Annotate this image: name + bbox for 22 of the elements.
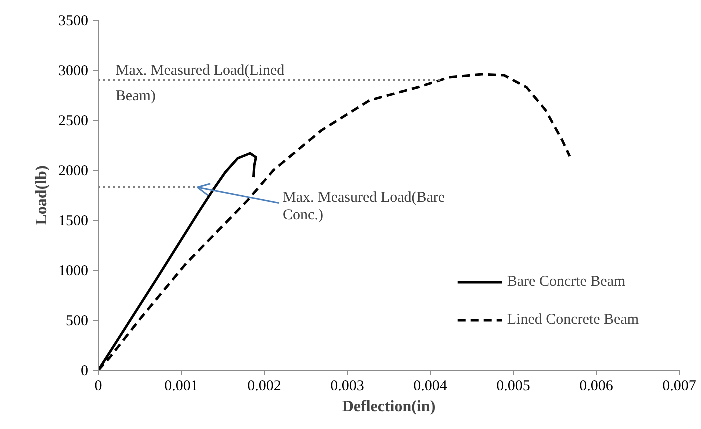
- x-tick-label: 0.006: [580, 378, 614, 394]
- legend-label: Bare Concrte Beam: [507, 274, 626, 290]
- y-tick-label: 2000: [58, 164, 88, 180]
- x-tick-label: 0.005: [496, 378, 530, 394]
- x-tick-label: 0.007: [662, 378, 697, 394]
- y-tick-label: 3500: [58, 14, 88, 30]
- y-axis-title: Load(lb): [34, 166, 50, 226]
- y-tick-label: 500: [66, 314, 88, 330]
- x-tick-label: 0.001: [164, 378, 198, 394]
- x-axis-title: Deflection(in): [342, 398, 436, 416]
- ref-line-label: Max. Measured Load(Lined Beam): [116, 62, 286, 104]
- x-tick-label: 0.004: [414, 378, 448, 394]
- x-tick-label: 0.002: [248, 378, 282, 394]
- y-tick-label: 2500: [58, 114, 88, 130]
- x-tick-label: 0.003: [330, 378, 364, 394]
- ref-line-label: Max. Measured Load(Bare Conc.): [283, 190, 446, 224]
- x-tick-label: 0: [94, 378, 102, 394]
- y-tick-label: 1000: [58, 264, 88, 280]
- y-tick-label: 0: [81, 364, 88, 380]
- y-tick-label: 3000: [58, 64, 88, 80]
- legend-label: Lined Concrete Beam: [507, 312, 639, 328]
- y-tick-label: 1500: [58, 214, 88, 230]
